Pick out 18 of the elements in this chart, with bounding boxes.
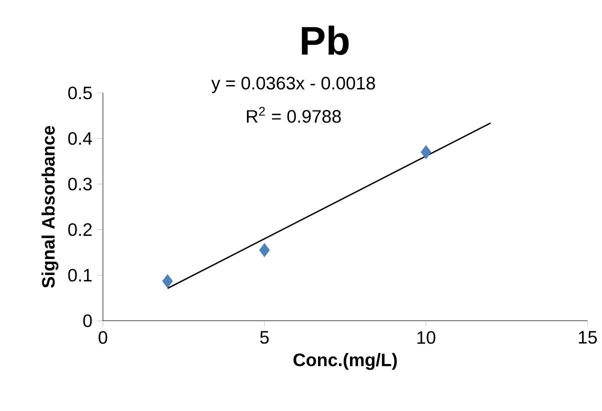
y-axis-title: Signal Absorbance (42, 126, 58, 288)
chart-title: Pb (302, 26, 349, 56)
x-tick-label: 15 (578, 331, 597, 344)
x-tick-label: 5 (260, 331, 269, 344)
point (259, 243, 270, 258)
y-tick-label: 0.4 (68, 132, 92, 146)
y-tick-label: 0 (83, 314, 92, 328)
point (162, 274, 173, 288)
annotation: y = 0.0363x - 0.0018 (211, 76, 375, 94)
y-tick-label: 0.1 (68, 268, 92, 282)
x-tick-label: 10 (417, 331, 436, 344)
annotation: R$^{2}$ = 0.9788 (246, 106, 341, 123)
x-tick-label: 0 (98, 331, 108, 344)
y-tick-label: 0.3 (68, 178, 92, 191)
point (420, 145, 432, 160)
x-axis-title: Conc.(mg/L) (294, 353, 397, 370)
y-tick-label: 0.2 (68, 223, 92, 236)
y-tick-label: 0.5 (68, 86, 92, 100)
